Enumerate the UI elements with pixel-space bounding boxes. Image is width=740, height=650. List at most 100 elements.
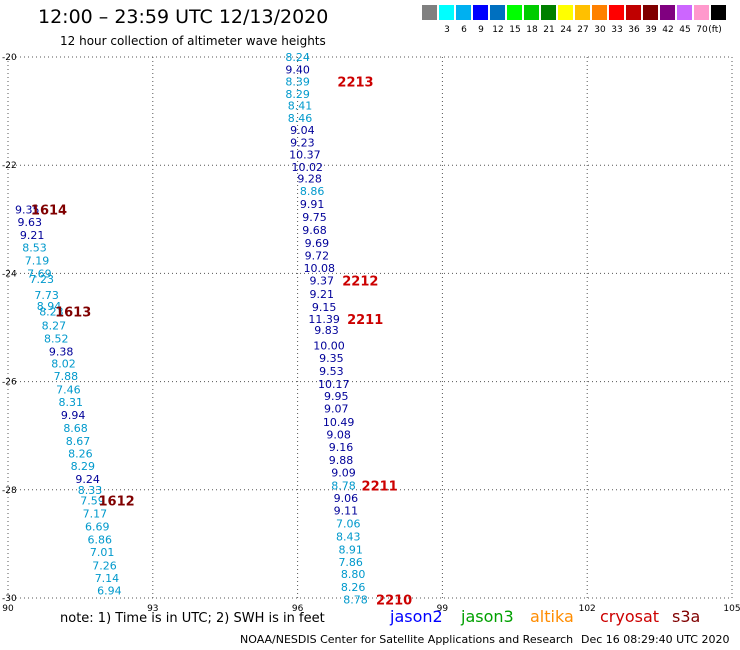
wave-height-value: 8.94 xyxy=(37,300,62,313)
wave-height-value: 9.38 xyxy=(49,345,74,358)
lon-tick-label: 90 xyxy=(2,604,14,614)
wave-height-value: 8.78 xyxy=(331,479,356,492)
legend-swatch xyxy=(677,5,692,20)
pass-time-label: 1612 xyxy=(99,495,135,510)
wave-height-value: 9.68 xyxy=(302,224,327,237)
wave-height-value: 7.46 xyxy=(56,384,81,397)
pass-time-label: 2213 xyxy=(337,75,373,90)
legend-swatch xyxy=(660,5,675,20)
wave-height-value: 7.17 xyxy=(83,508,108,521)
wave-height-value: 8.31 xyxy=(58,396,83,409)
wave-height-value: 9.72 xyxy=(305,250,330,263)
legend-swatch xyxy=(643,5,658,20)
wave-height-value: 7.59 xyxy=(80,495,105,508)
wave-height-value: 9.08 xyxy=(326,429,351,442)
legend-swatch xyxy=(456,5,471,20)
legend-label: 70 xyxy=(696,25,708,35)
legend-label: 45 xyxy=(679,25,691,35)
legend-label: 12 xyxy=(492,25,504,35)
lat-tick-label: -24 xyxy=(2,269,17,279)
wave-height-value: 9.15 xyxy=(312,301,337,314)
lon-tick-label: 93 xyxy=(147,604,158,614)
wave-height-value: 7.73 xyxy=(34,289,59,302)
wave-height-value: 8.39 xyxy=(285,75,310,88)
wave-height-value: 9.83 xyxy=(314,324,339,337)
wave-height-value: 7.86 xyxy=(338,556,363,569)
legend-swatch xyxy=(524,5,539,20)
legend-label: 21 xyxy=(543,25,555,35)
wave-height-value: 9.04 xyxy=(290,124,315,137)
wave-height-value: 8.26 xyxy=(68,448,93,461)
legend-label: 39 xyxy=(645,25,657,35)
lon-tick-label: 96 xyxy=(292,604,304,614)
lat-tick-label: -26 xyxy=(2,378,17,388)
wave-height-value: 9.69 xyxy=(305,237,330,250)
legend-swatch xyxy=(473,5,488,20)
legend-swatch xyxy=(490,5,505,20)
wave-height-value: 10.49 xyxy=(323,416,355,429)
footer-timestamp: Dec 16 08:29:40 UTC 2020 xyxy=(581,633,730,646)
wave-height-value: 7.06 xyxy=(336,517,361,530)
satellite-name: cryosat xyxy=(600,607,660,626)
wave-height-value: 8.67 xyxy=(66,435,91,448)
wave-height-value: 9.16 xyxy=(329,441,354,454)
wave-height-value: 9.07 xyxy=(324,403,349,416)
wave-height-value: 9.06 xyxy=(334,492,359,505)
wave-height-value: 9.21 xyxy=(309,288,334,301)
wave-height-value: 6.69 xyxy=(85,521,110,534)
satellite-name: s3a xyxy=(672,607,701,626)
page-subtitle: 12 hour collection of altimeter wave hei… xyxy=(60,34,326,48)
lat-tick-label: -30 xyxy=(2,594,17,604)
legend-swatch xyxy=(422,5,437,20)
wave-height-value: 9.23 xyxy=(290,136,315,149)
lat-tick-label: -20 xyxy=(2,53,17,63)
satellite-name: jason3 xyxy=(461,607,514,626)
wave-height-value: 8.86 xyxy=(300,185,325,198)
legend-swatch xyxy=(575,5,590,20)
wave-height-value: 8.27 xyxy=(42,319,67,332)
wave-height-value: 8.02 xyxy=(51,358,76,371)
wave-height-value: 9.35 xyxy=(319,352,344,365)
wave-height-value: 8.24 xyxy=(285,51,310,64)
pass-time-label: 1613 xyxy=(55,305,91,320)
pass-time-label: 2210 xyxy=(376,594,412,609)
wave-height-value: 8.23 xyxy=(39,305,64,318)
wave-height-value: 7.19 xyxy=(25,254,50,267)
wave-height-value: 8.29 xyxy=(71,460,96,473)
legend-unit: (ft) xyxy=(708,25,722,35)
wave-height-value: 9.37 xyxy=(309,274,334,287)
legend-swatch xyxy=(558,5,573,20)
wave-height-value: 8.78 xyxy=(343,594,368,607)
satellite-name: altika xyxy=(530,607,574,626)
legend-swatch xyxy=(609,5,624,20)
wave-height-value: 8.91 xyxy=(338,543,363,556)
legend-label: 18 xyxy=(526,25,538,35)
pass-time-label: 1614 xyxy=(31,204,67,219)
wave-height-value: 8.41 xyxy=(288,100,313,113)
legend-swatch xyxy=(626,5,641,20)
legend-label: 30 xyxy=(594,25,606,35)
wave-height-value: 8.43 xyxy=(336,530,361,543)
wave-height-value: 8.68 xyxy=(63,422,88,435)
wave-height-value: 10.17 xyxy=(318,378,350,391)
wave-height-value: 7.88 xyxy=(54,370,79,383)
satellite-name: jason2 xyxy=(390,607,443,626)
legend-label: 36 xyxy=(628,25,640,35)
pass-time-label: 2212 xyxy=(342,274,378,289)
pass-time-label: 2211 xyxy=(362,479,398,494)
wave-height-value: 9.21 xyxy=(20,229,45,242)
wave-height-value: 11.39 xyxy=(308,313,340,326)
wave-height-value: 10.00 xyxy=(313,339,345,352)
pass-time-label: 2211 xyxy=(347,313,383,328)
wave-height-value: 9.95 xyxy=(324,390,349,403)
wave-height-value: 9.40 xyxy=(285,63,310,76)
legend-label: 9 xyxy=(478,25,484,35)
wave-height-value: 8.29 xyxy=(285,88,310,101)
legend-label: 6 xyxy=(461,25,467,35)
wave-height-value: 9.09 xyxy=(331,466,356,479)
wave-height-value: 9.28 xyxy=(297,173,322,186)
wave-height-value: 6.86 xyxy=(87,534,112,547)
wave-height-value: 9.53 xyxy=(319,365,344,378)
wave-height-value: 8.52 xyxy=(44,332,69,345)
lon-tick-label: 99 xyxy=(437,604,449,614)
